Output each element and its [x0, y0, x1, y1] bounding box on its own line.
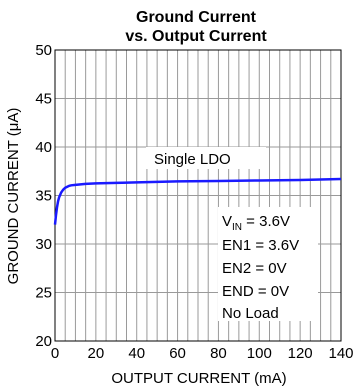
x-tick-label: 20: [88, 345, 105, 362]
single-ldo-background: [146, 147, 266, 169]
conditions-box: [218, 207, 318, 321]
series-line: [53, 177, 342, 225]
en2-label: EN2 = 0V: [222, 260, 287, 277]
x-tick-label: 60: [169, 345, 186, 362]
y-tick-label: 30: [35, 236, 52, 253]
y-tick-label: 25: [35, 285, 52, 302]
no-load-label: No Load: [222, 305, 279, 322]
x-tick-label: 0: [51, 345, 59, 362]
y-tick-label: 20: [35, 333, 52, 350]
x-tick-label: 100: [247, 345, 272, 362]
y-tick-label: 45: [35, 91, 52, 108]
x-axis-label: OUTPUT CURRENT (mA): [111, 370, 286, 387]
chart-title-line1: Ground Current: [136, 9, 257, 26]
y-axis-label: GROUND CURRENT (μA): [5, 108, 22, 285]
vin-label: VIN = 3.6V: [222, 213, 290, 233]
y-tick-label: 40: [35, 139, 52, 156]
single-ldo-label: Single LDO: [154, 151, 231, 168]
en1-label: EN1 = 3.6V: [222, 237, 299, 254]
x-tick-label: 140: [328, 345, 353, 362]
plot-frame: [54, 49, 342, 342]
y-tick-label: 50: [35, 42, 52, 59]
x-tick-label: 120: [288, 345, 313, 362]
x-tick-label: 40: [128, 345, 145, 362]
y-tick-label: 35: [35, 188, 52, 205]
chart-title-line2: vs. Output Current: [125, 28, 267, 45]
end-label: END = 0V: [222, 283, 289, 300]
x-tick-label: 80: [210, 345, 227, 362]
